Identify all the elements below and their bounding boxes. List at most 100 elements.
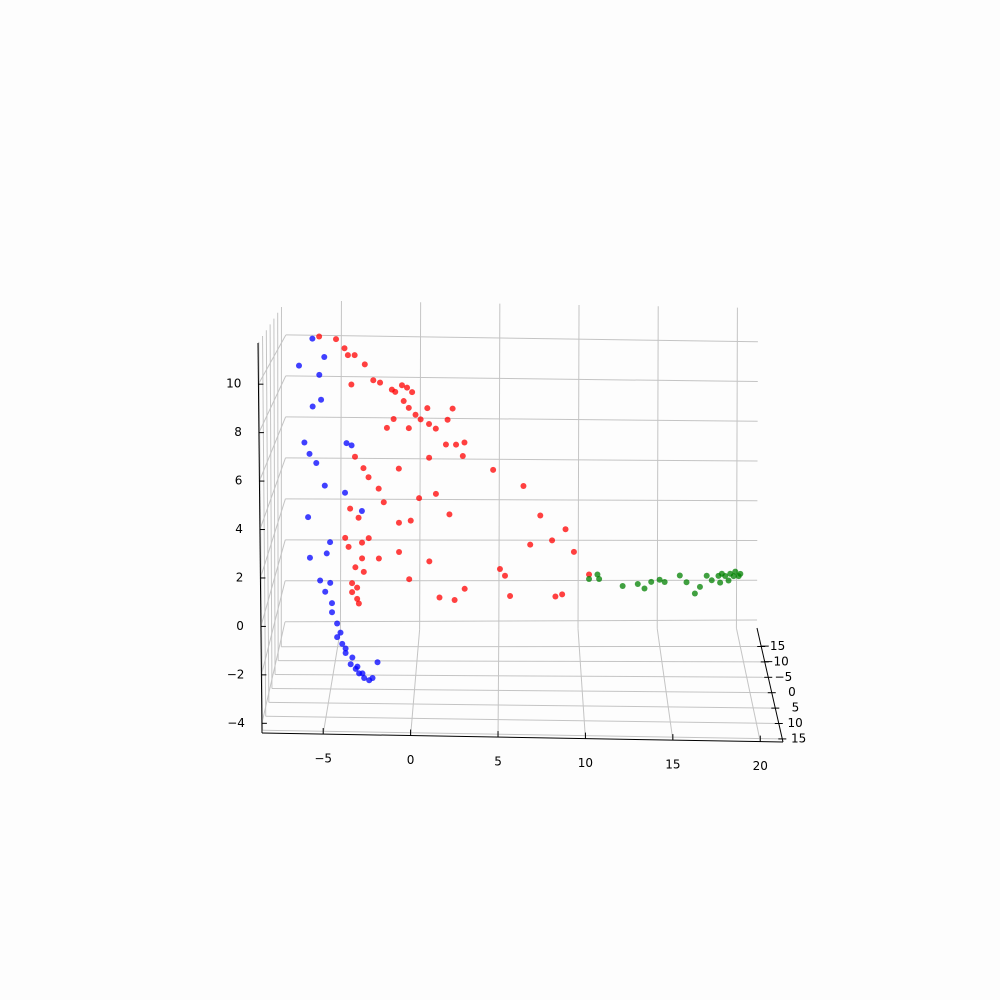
point (737, 570, 744, 577)
point (461, 439, 468, 446)
point (496, 565, 503, 572)
point (306, 554, 313, 561)
point (354, 584, 361, 591)
z-tick-label: 0 (236, 619, 244, 633)
point (406, 576, 413, 583)
grid-line (577, 304, 580, 629)
point (317, 577, 324, 584)
grid-line (285, 334, 758, 343)
point (527, 541, 534, 548)
x-tick-label: 5 (494, 755, 502, 769)
point (683, 579, 690, 586)
point (342, 645, 349, 652)
point (449, 405, 456, 412)
point (309, 403, 316, 410)
grid-line (265, 715, 779, 725)
point (732, 568, 739, 575)
point (339, 640, 346, 647)
point (328, 600, 335, 607)
point (436, 594, 443, 601)
point (703, 572, 710, 579)
point (562, 526, 569, 533)
grid-line (498, 303, 501, 630)
point (648, 578, 655, 585)
grid-line (285, 375, 758, 383)
y-tick-label: −15 (760, 639, 785, 653)
point (305, 514, 312, 521)
point (426, 454, 433, 461)
point (358, 507, 365, 514)
point (361, 361, 368, 368)
point (417, 416, 424, 423)
point (345, 543, 352, 550)
point (490, 466, 497, 473)
point (570, 548, 577, 555)
point (461, 585, 468, 592)
point (313, 459, 320, 466)
point (334, 620, 341, 627)
y-tick-label: 5 (792, 701, 800, 715)
grid-line (285, 579, 758, 582)
point (365, 535, 372, 542)
grid-line (497, 629, 500, 738)
point (390, 415, 397, 422)
grid-line (262, 729, 783, 740)
point (361, 674, 368, 681)
point (520, 483, 527, 490)
grid-line (260, 539, 286, 627)
point (374, 659, 381, 666)
grid-line (285, 539, 758, 542)
grid-line (259, 498, 286, 579)
point (404, 384, 411, 391)
point (432, 425, 439, 432)
grid-line (656, 306, 659, 629)
point (342, 489, 349, 496)
grid-line (258, 416, 287, 482)
point (301, 439, 308, 446)
point (365, 474, 372, 481)
point (708, 577, 715, 584)
point (349, 654, 356, 661)
x-tick-label: −5 (314, 752, 332, 766)
y-tick-label: −5 (775, 670, 793, 684)
point (323, 550, 330, 557)
point (306, 450, 313, 457)
point (696, 583, 703, 590)
point (377, 379, 384, 386)
point (342, 534, 349, 541)
point (552, 593, 559, 600)
point (442, 441, 449, 448)
y-tick-label: −10 (763, 654, 788, 668)
point (347, 661, 354, 668)
grid-line (258, 341, 264, 731)
point (351, 352, 358, 359)
grid-line (419, 302, 422, 630)
point (691, 590, 698, 597)
point (355, 600, 362, 607)
point (318, 396, 325, 403)
point (351, 453, 358, 460)
grid-line (410, 629, 421, 736)
point (424, 405, 431, 412)
point (352, 564, 359, 571)
z-axis (257, 342, 263, 734)
point (451, 596, 458, 603)
point (586, 575, 593, 582)
z-tick-label: 6 (235, 474, 243, 488)
point (354, 663, 361, 670)
grid-line (259, 457, 286, 530)
point (355, 514, 362, 521)
point (359, 539, 366, 546)
point (594, 571, 601, 578)
point (444, 416, 451, 423)
point (559, 591, 566, 598)
point (426, 420, 433, 427)
point (396, 549, 403, 556)
grid-line (260, 580, 286, 675)
point (321, 482, 328, 489)
grid-line (268, 701, 776, 709)
point (380, 499, 387, 506)
point (370, 377, 377, 384)
